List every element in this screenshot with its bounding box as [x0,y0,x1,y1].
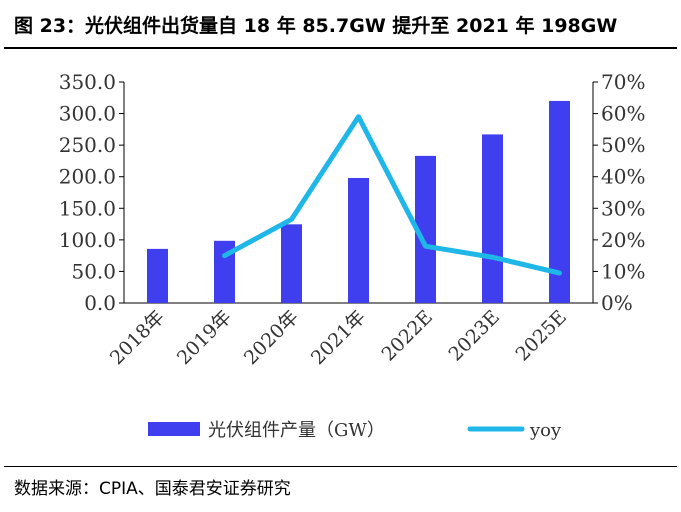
bar-2021年 [348,177,369,303]
left-axis-tick-label: 300.0 [59,102,116,126]
left-axis-tick-label: 0.0 [84,291,116,315]
left-axis-tick-label: 150.0 [59,196,116,220]
x-axis-tick-label: 2023E [444,306,504,366]
bar-2018年 [147,248,168,303]
right-axis-tick-label: 60% [601,102,645,126]
left-axis-tick-label: 50.0 [71,259,116,283]
x-axis-tick-label: 2022E [377,306,437,366]
left-axis-tick-label: 350.0 [59,70,116,94]
right-axis-tick-label: 50% [601,133,645,157]
legend-swatch-bar [148,422,200,436]
bar-2019年 [214,240,235,303]
source-note: 数据来源：CPIA、国泰君安证券研究 [14,479,291,499]
bar-2022E [415,155,436,303]
title-divider [4,47,677,49]
right-axis-tick-label: 40% [601,165,645,189]
left-axis-tick-label: 200.0 [59,165,116,189]
bar-2023E [482,134,503,303]
x-axis-tick-label: 2020年 [240,306,303,369]
source-divider [4,466,677,467]
right-axis-tick-label: 30% [601,196,645,220]
right-axis-tick-label: 70% [601,70,645,94]
legend-label-bar: 光伏组件产量（GW） [208,420,385,441]
legend-label-line: yoy [529,420,562,441]
right-axis-tick-label: 0% [601,291,633,315]
right-axis-tick-label: 20% [601,228,645,252]
bar-2025E [549,100,570,303]
right-axis-tick-label: 10% [601,259,645,283]
x-axis-tick-label: 2018年 [106,306,169,369]
figure-title: 图 23：光伏组件出货量自 18 年 85.7GW 提升至 2021 年 198… [14,15,618,37]
series-line-yoy [222,114,562,276]
bar-2020年 [281,224,302,303]
left-axis-tick-label: 250.0 [59,133,116,157]
x-axis-tick-label: 2025E [511,306,571,366]
x-axis-tick-label: 2019年 [173,306,236,369]
left-axis-tick-label: 100.0 [59,228,116,252]
x-axis-tick-label: 2021年 [307,306,370,369]
